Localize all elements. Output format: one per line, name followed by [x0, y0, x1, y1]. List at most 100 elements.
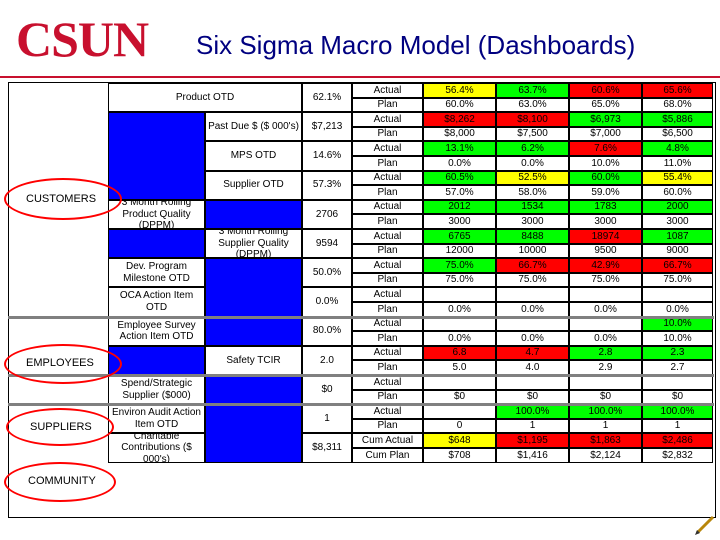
row-label: Plan [352, 214, 423, 229]
highlight-oval-employees [4, 344, 122, 384]
value-cell: $708 [423, 448, 496, 463]
value-cell: 3000 [496, 214, 569, 229]
value-cell: 2.8 [569, 345, 642, 361]
metric-current-value: 57.3% [302, 170, 352, 200]
value-cell: 9000 [642, 243, 713, 259]
value-cell [569, 316, 642, 332]
row-label: Plan [352, 389, 423, 405]
value-cell: 75.0% [423, 272, 496, 288]
metric-blank-block [205, 375, 302, 463]
value-cell: 63.0% [496, 97, 569, 113]
row-label: Plan [352, 243, 423, 259]
value-cell: 12000 [423, 243, 496, 259]
header-divider [0, 76, 720, 78]
value-cell: 8488 [496, 229, 569, 244]
row-label: Plan [352, 185, 423, 200]
value-cell: 1783 [569, 199, 642, 215]
value-cell: 1 [569, 418, 642, 434]
value-cell [569, 287, 642, 302]
row-label: Actual [352, 316, 423, 332]
metric-current-value: 0.0% [302, 287, 352, 317]
metric-blank-block [205, 258, 302, 346]
value-cell [642, 375, 713, 390]
value-cell [496, 287, 569, 302]
value-cell: 66.7% [496, 258, 569, 273]
row-label: Plan [352, 418, 423, 434]
value-cell: $648 [423, 433, 496, 448]
row-label: Actual [352, 258, 423, 273]
value-cell: 4.7 [496, 345, 569, 361]
metric-name: Supplier OTD [205, 170, 302, 200]
metric-name: Product OTD [108, 83, 302, 113]
metric-name: Dev. Program Milestone OTD [108, 258, 205, 288]
value-cell: 75.0% [642, 272, 713, 288]
value-cell: 10000 [496, 243, 569, 259]
value-cell: 10.0% [642, 331, 713, 346]
metric-name: Charitable Contributions ($ 000's) [108, 433, 205, 463]
value-cell: 0.0% [642, 302, 713, 317]
value-cell: 7.6% [569, 141, 642, 156]
value-cell [423, 404, 496, 419]
row-label: Actual [352, 141, 423, 156]
value-cell: 6.8 [423, 345, 496, 361]
row-label: Plan [352, 272, 423, 288]
metric-current-value: $7,213 [302, 112, 352, 142]
value-cell: 9500 [569, 243, 642, 259]
value-cell: $6,973 [569, 112, 642, 127]
value-cell: 4.0 [496, 360, 569, 375]
metric-blank-block [108, 112, 205, 200]
value-cell: 0.0% [496, 156, 569, 171]
metric-current-value: 2.0 [302, 345, 352, 375]
value-cell [642, 287, 713, 302]
value-cell: 0.0% [423, 302, 496, 317]
pen-icon [695, 515, 715, 535]
row-label: Cum Actual [352, 433, 423, 448]
row-label: Actual [352, 404, 423, 419]
value-cell: $7,000 [569, 126, 642, 142]
value-cell: 1 [496, 418, 569, 434]
value-cell [496, 316, 569, 332]
value-cell: 1087 [642, 229, 713, 244]
value-cell: 0.0% [423, 156, 496, 171]
value-cell: 6.2% [496, 141, 569, 156]
value-cell: 10.0% [569, 156, 642, 171]
row-label: Actual [352, 375, 423, 390]
value-cell: 0.0% [496, 302, 569, 317]
value-cell: 5.0 [423, 360, 496, 375]
metric-current-value: 62.1% [302, 83, 352, 113]
value-cell: 6765 [423, 229, 496, 244]
metric-current-value: 80.0% [302, 316, 352, 346]
value-cell: 0.0% [423, 331, 496, 346]
value-cell: $2,124 [569, 448, 642, 463]
highlight-oval-customers [4, 178, 122, 220]
value-cell: 60.5% [423, 170, 496, 186]
value-cell: $0 [496, 389, 569, 405]
value-cell: 2.9 [569, 360, 642, 375]
value-cell: $1,863 [569, 433, 642, 448]
row-label: Actual [352, 199, 423, 215]
value-cell: $0 [569, 389, 642, 405]
value-cell: 60.6% [569, 83, 642, 98]
value-cell: 3000 [423, 214, 496, 229]
row-label: Plan [352, 331, 423, 346]
value-cell: $6,500 [642, 126, 713, 142]
value-cell: $8,100 [496, 112, 569, 127]
value-cell: $0 [642, 389, 713, 405]
value-cell [496, 375, 569, 390]
value-cell: 42.9% [569, 258, 642, 273]
row-label: Actual [352, 83, 423, 98]
value-cell: 57.0% [423, 185, 496, 200]
metric-current-value: 2706 [302, 199, 352, 229]
value-cell: 3000 [569, 214, 642, 229]
value-cell: 2.3 [642, 345, 713, 361]
highlight-oval-community [4, 462, 116, 502]
metric-name: OCA Action Item OTD [108, 287, 205, 317]
value-cell: 52.5% [496, 170, 569, 186]
metric-name: MPS OTD [205, 141, 302, 171]
value-cell: 63.7% [496, 83, 569, 98]
value-cell: 55.4% [642, 170, 713, 186]
section-separator [8, 315, 714, 319]
metric-current-value: $8,311 [302, 433, 352, 463]
section-separator [8, 403, 714, 407]
metric-name: Past Due $ ($ 000's) [205, 112, 302, 142]
